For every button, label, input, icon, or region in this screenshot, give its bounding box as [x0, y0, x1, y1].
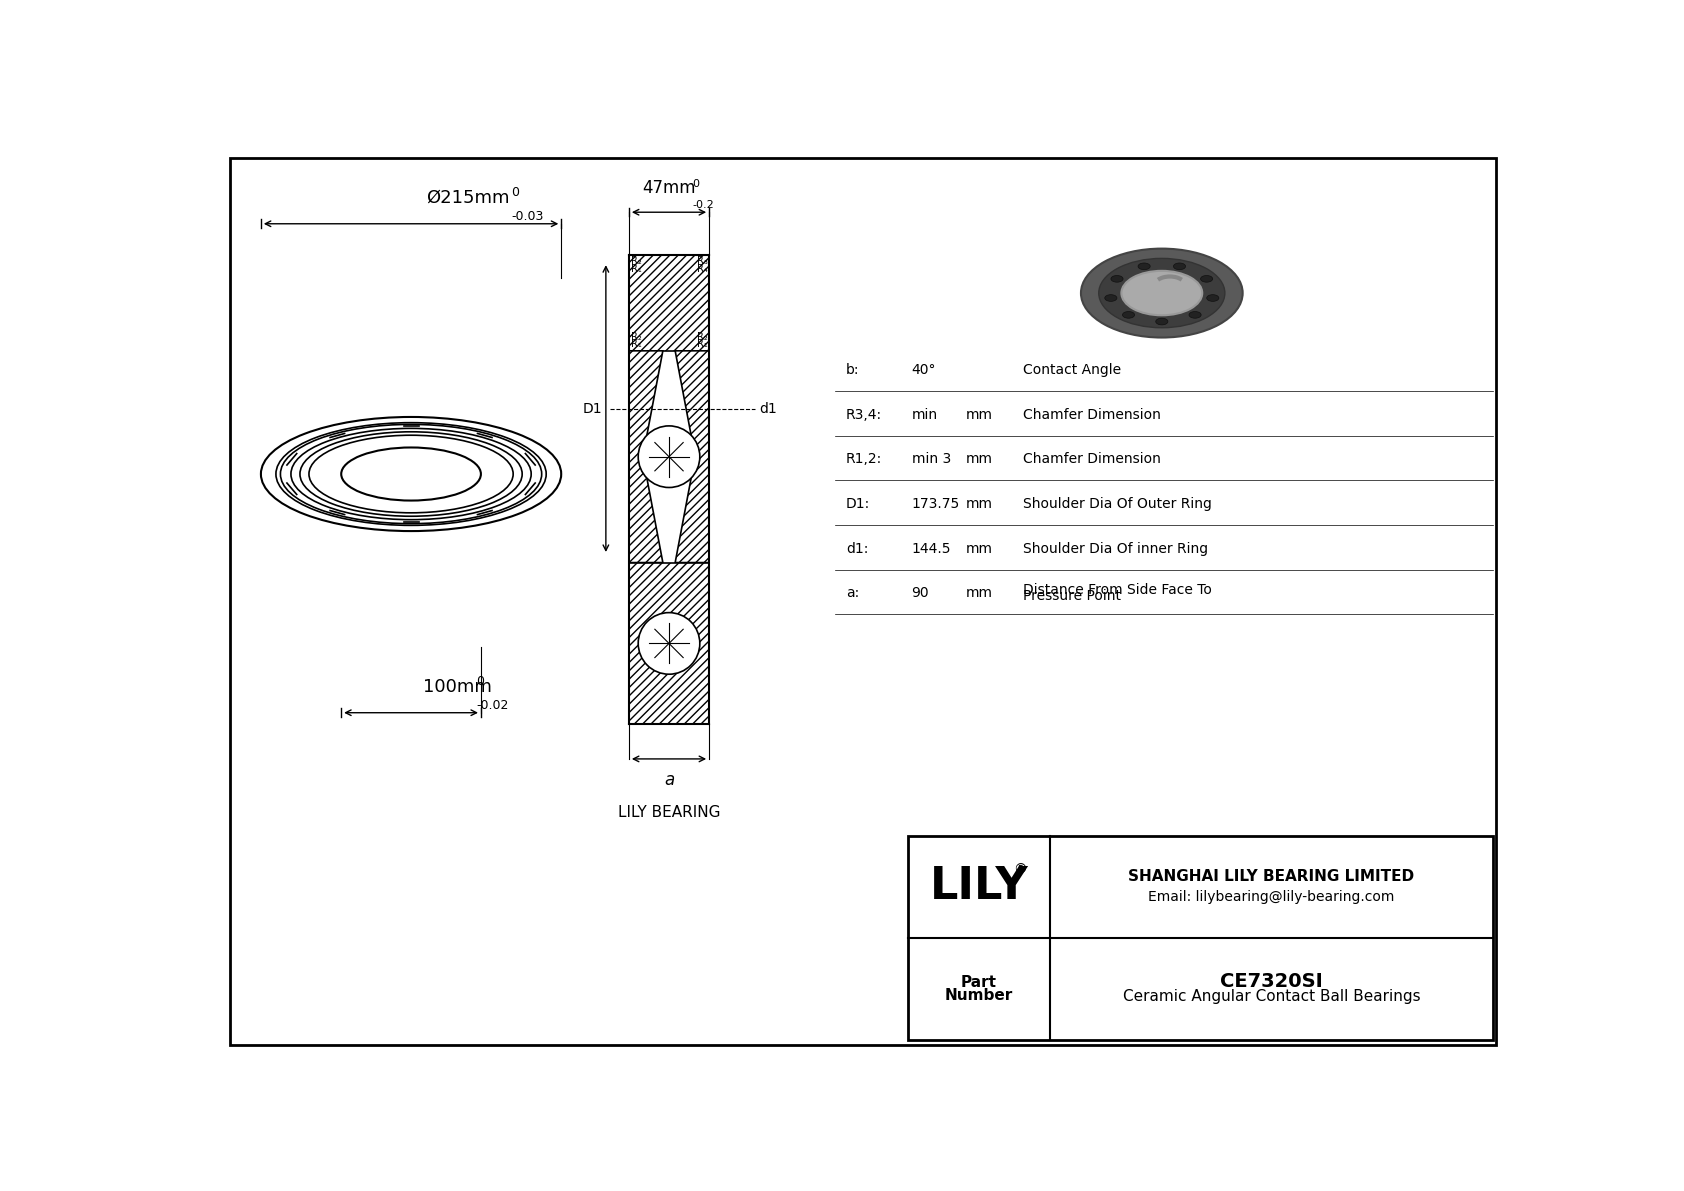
Text: Chamfer Dimension: Chamfer Dimension: [1024, 407, 1160, 422]
Ellipse shape: [1138, 263, 1150, 269]
Text: R₂: R₂: [630, 331, 642, 342]
Ellipse shape: [1105, 294, 1116, 301]
Text: R₂: R₂: [630, 256, 642, 266]
Circle shape: [638, 426, 701, 487]
Text: Shoulder Dia Of Outer Ring: Shoulder Dia Of Outer Ring: [1024, 497, 1212, 511]
Polygon shape: [628, 351, 663, 562]
Ellipse shape: [1174, 263, 1186, 269]
Text: 47mm: 47mm: [642, 179, 695, 197]
Circle shape: [638, 612, 701, 674]
Text: Distance From Side Face To: Distance From Side Face To: [1024, 584, 1212, 598]
Text: Pressure Point: Pressure Point: [1024, 590, 1122, 604]
Text: R₁: R₁: [630, 339, 642, 349]
Text: -0.2: -0.2: [692, 200, 714, 210]
Text: D1: D1: [583, 401, 601, 416]
Text: mm: mm: [965, 586, 992, 600]
Text: mm: mm: [965, 542, 992, 556]
Text: a:: a:: [845, 586, 859, 600]
Text: mm: mm: [965, 453, 992, 467]
Text: R₁: R₁: [630, 264, 642, 274]
Text: Email: lilybearing@lily-bearing.com: Email: lilybearing@lily-bearing.com: [1148, 890, 1394, 904]
Ellipse shape: [1123, 312, 1135, 318]
Text: R1,2:: R1,2:: [845, 453, 882, 467]
Text: CE7320SI: CE7320SI: [1221, 972, 1324, 991]
Text: 173.75: 173.75: [911, 497, 960, 511]
Text: 144.5: 144.5: [911, 542, 951, 556]
Text: b:: b:: [845, 363, 859, 378]
Ellipse shape: [1098, 258, 1224, 328]
Text: R₂: R₂: [697, 331, 707, 342]
Ellipse shape: [1111, 275, 1123, 282]
Text: 100mm: 100mm: [423, 678, 492, 696]
Text: LILY: LILY: [930, 866, 1029, 909]
Text: mm: mm: [965, 497, 992, 511]
Polygon shape: [628, 562, 709, 724]
Text: 0: 0: [512, 186, 519, 199]
Text: -0.03: -0.03: [512, 210, 544, 223]
Text: Part: Part: [962, 974, 997, 990]
Text: mm: mm: [965, 407, 992, 422]
Text: R₃: R₃: [697, 256, 707, 266]
Text: Contact Angle: Contact Angle: [1024, 363, 1122, 378]
Text: D1:: D1:: [845, 497, 871, 511]
Ellipse shape: [1155, 318, 1169, 325]
Text: 0: 0: [692, 179, 699, 189]
Text: R3,4:: R3,4:: [845, 407, 882, 422]
Ellipse shape: [1189, 312, 1201, 318]
Ellipse shape: [1122, 270, 1202, 316]
Text: Ø215mm: Ø215mm: [426, 189, 510, 207]
Text: ®: ®: [1012, 863, 1027, 877]
Ellipse shape: [1207, 294, 1219, 301]
Text: a: a: [663, 772, 674, 790]
Polygon shape: [628, 255, 709, 351]
Text: 40°: 40°: [911, 363, 936, 378]
Text: Shoulder Dia Of inner Ring: Shoulder Dia Of inner Ring: [1024, 542, 1209, 556]
Text: Chamfer Dimension: Chamfer Dimension: [1024, 453, 1160, 467]
Bar: [908, 836, 1494, 1040]
Text: LILY BEARING: LILY BEARING: [618, 805, 721, 821]
Text: d1: d1: [759, 401, 776, 416]
Text: 90: 90: [911, 586, 930, 600]
Text: min: min: [911, 407, 938, 422]
Text: 0: 0: [477, 675, 485, 688]
Text: b: b: [672, 448, 679, 461]
Text: d1:: d1:: [845, 542, 869, 556]
Ellipse shape: [1201, 275, 1212, 282]
Text: Ceramic Angular Contact Ball Bearings: Ceramic Angular Contact Ball Bearings: [1123, 990, 1420, 1004]
Ellipse shape: [1081, 249, 1243, 337]
Polygon shape: [675, 351, 709, 562]
Text: Number: Number: [945, 989, 1014, 1003]
Text: min 3: min 3: [911, 453, 951, 467]
Text: R₁: R₁: [697, 339, 707, 349]
Text: R₄: R₄: [697, 264, 707, 274]
Text: -0.02: -0.02: [477, 699, 509, 712]
Text: SHANGHAI LILY BEARING LIMITED: SHANGHAI LILY BEARING LIMITED: [1128, 869, 1415, 885]
